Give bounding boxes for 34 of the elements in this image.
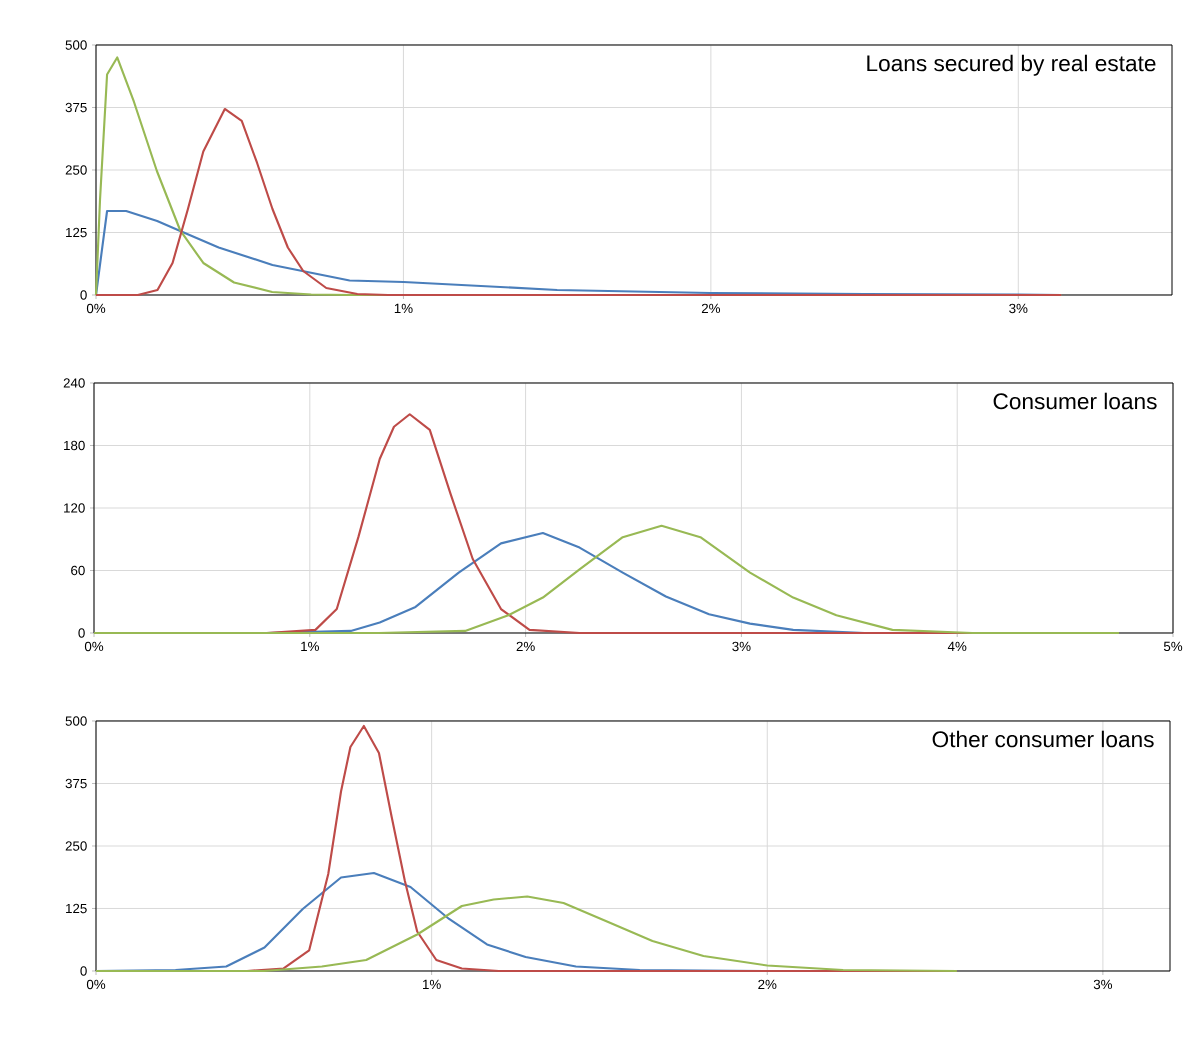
x-tick-label: 4% xyxy=(947,641,967,652)
line-series xyxy=(94,895,958,973)
x-tick-label: 1% xyxy=(423,979,441,990)
line-series xyxy=(94,107,1063,297)
y-tick-label: 125 xyxy=(66,227,87,238)
y-tick-label: 120 xyxy=(64,503,85,513)
y-tick-label: 180 xyxy=(64,440,85,451)
y-tick-label: 250 xyxy=(65,841,87,851)
y-tick-label: 375 xyxy=(65,102,87,113)
x-tick-label: 2% xyxy=(701,303,721,314)
x-tick-label: 1% xyxy=(301,641,319,652)
chart-title: Loans secured by real estate xyxy=(867,54,1156,76)
y-tick-label: 60 xyxy=(71,565,85,576)
chart-title: Consumer loans xyxy=(993,392,1157,410)
y-tick-label: 250 xyxy=(65,165,87,175)
chart-title: Other consumer loans xyxy=(932,730,1154,748)
x-tick-label: 3% xyxy=(1009,303,1028,314)
x-tick-label: 3% xyxy=(1093,979,1113,990)
x-tick-label: 0% xyxy=(86,979,106,990)
y-tick-label: 500 xyxy=(65,40,87,50)
y-tick-label: 240 xyxy=(63,378,85,388)
x-tick-label: 1% xyxy=(394,303,413,314)
x-tick-label: 3% xyxy=(732,641,751,652)
x-tick-label: 0% xyxy=(86,303,106,314)
y-tick-label: 500 xyxy=(65,716,87,726)
y-tick-label: 0 xyxy=(78,628,85,638)
x-tick-label: 5% xyxy=(1163,641,1183,652)
x-tick-label: 2% xyxy=(516,641,535,652)
y-tick-label: 0 xyxy=(80,290,87,300)
y-tick-label: 125 xyxy=(66,903,87,914)
y-tick-label: 375 xyxy=(65,778,87,789)
y-tick-label: 0 xyxy=(80,966,87,976)
x-tick-label: 2% xyxy=(758,979,777,990)
x-tick-label: 0% xyxy=(84,641,104,652)
